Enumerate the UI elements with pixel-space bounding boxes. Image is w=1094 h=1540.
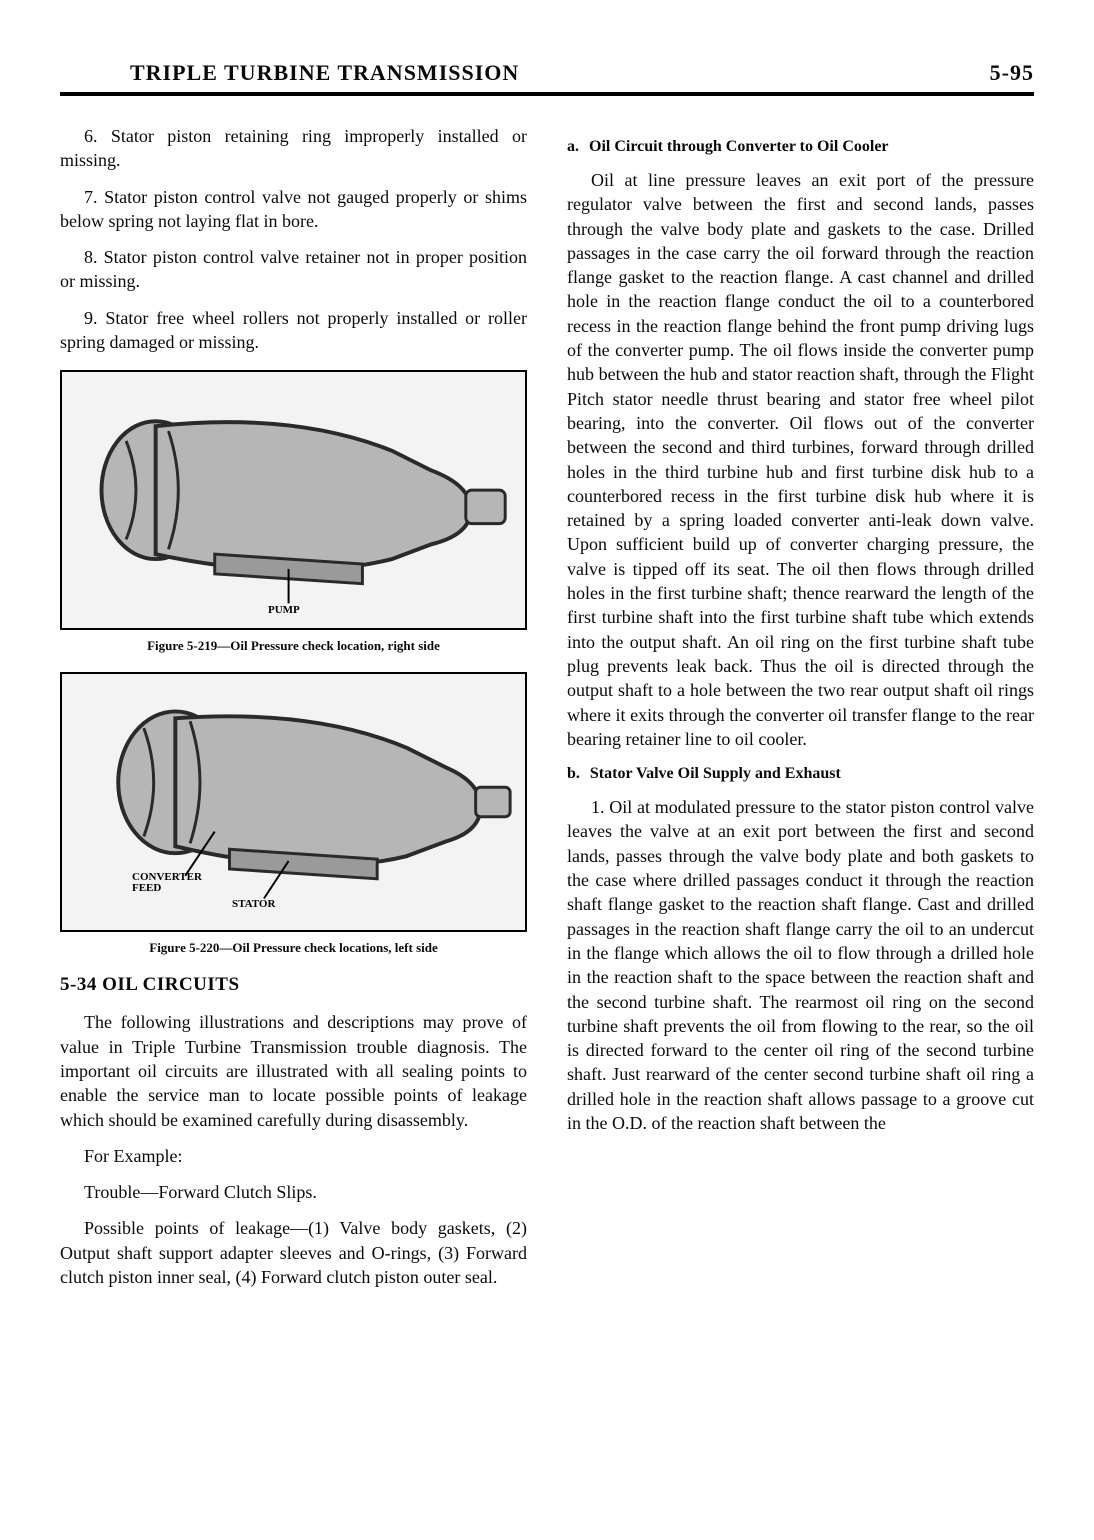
two-column-layout: 6. Stator piston retaining ring improper… — [60, 124, 1034, 1301]
figure-5-220: CONVERTERFEED STATOR — [60, 672, 527, 932]
subheading-b-prefix: b. — [567, 765, 580, 782]
paragraph-b: 1. Oil at modulated pressure to the stat… — [567, 795, 1034, 1135]
right-column: a. Oil Circuit through Converter to Oil … — [567, 124, 1034, 1301]
figure-5-219: PUMP — [60, 370, 527, 630]
oil-circuits-intro: The following illustrations and descript… — [60, 1010, 527, 1131]
left-column: 6. Stator piston retaining ring improper… — [60, 124, 527, 1301]
section-heading-5-34: 5-34 OIL CIRCUITS — [60, 974, 527, 996]
subheading-a-prefix: a. — [567, 138, 579, 155]
figure-5-220-caption: Figure 5-220—Oil Pressure check location… — [60, 940, 527, 956]
numbered-item-8: 8. Stator piston control valve retainer … — [60, 245, 527, 294]
numbered-item-7: 7. Stator piston control valve not gauge… — [60, 185, 527, 234]
numbered-item-9: 9. Stator free wheel rollers not properl… — [60, 306, 527, 355]
figure-label-stator: STATOR — [232, 898, 275, 910]
transmission-illustration-right — [62, 372, 525, 628]
subheading-b-title: Stator Valve Oil Supply and Exhaust — [590, 765, 841, 782]
subheading-a-title: Oil Circuit through Converter to Oil Coo… — [589, 138, 889, 155]
subheading-b: b. Stator Valve Oil Supply and Exhaust — [589, 765, 1034, 783]
header-title: TRIPLE TURBINE TRANSMISSION — [130, 60, 519, 86]
figure-5-219-caption: Figure 5-219—Oil Pressure check location… — [60, 638, 527, 654]
trouble-line: Trouble—Forward Clutch Slips. — [60, 1180, 527, 1204]
subheading-a: a. Oil Circuit through Converter to Oil … — [589, 138, 1034, 156]
paragraph-a: Oil at line pressure leaves an exit port… — [567, 168, 1034, 751]
page: TRIPLE TURBINE TRANSMISSION 5-95 6. Stat… — [0, 0, 1094, 1540]
possible-points-line: Possible points of leakage—(1) Valve bod… — [60, 1216, 527, 1289]
for-example-line: For Example: — [60, 1144, 527, 1168]
figure-label-converter-feed: CONVERTERFEED — [132, 872, 202, 894]
numbered-item-6: 6. Stator piston retaining ring improper… — [60, 124, 527, 173]
header-page-number: 5-95 — [990, 60, 1034, 86]
page-header: TRIPLE TURBINE TRANSMISSION 5-95 — [60, 60, 1034, 96]
figure-label-pump: PUMP — [268, 604, 300, 616]
